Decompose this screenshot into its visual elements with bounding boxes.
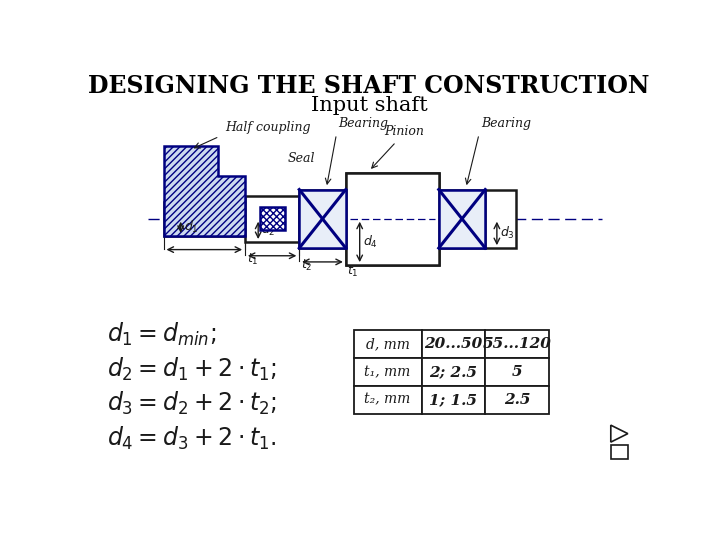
Text: $t_1$: $t_1$ (347, 264, 359, 279)
Bar (346, 173, 438, 265)
Bar (300, 190, 346, 248)
Text: Input shaft: Input shaft (310, 96, 428, 114)
Text: $d_3$: $d_3$ (318, 225, 333, 241)
Text: 2.5: 2.5 (504, 393, 530, 407)
Bar (485, 386, 549, 414)
Text: DESIGNING THE SHAFT CONSTRUCTION: DESIGNING THE SHAFT CONSTRUCTION (89, 74, 649, 98)
Text: $d_2$: $d_2$ (261, 222, 276, 238)
Bar (354, 330, 422, 358)
Bar (245, 195, 300, 242)
Bar (163, 202, 245, 236)
Bar (300, 190, 346, 248)
Bar (422, 386, 485, 414)
Bar (422, 358, 485, 386)
Text: $t_2$: $t_2$ (301, 258, 312, 273)
Text: 5: 5 (512, 365, 522, 379)
Text: $d_3$: $d_3$ (500, 225, 515, 241)
Text: $d_2 = d_1 + 2 \cdot t_1;$: $d_2 = d_1 + 2 \cdot t_1;$ (107, 355, 277, 382)
Text: $d_3 = d_2 + 2 \cdot t_2;$: $d_3 = d_2 + 2 \cdot t_2;$ (107, 390, 277, 417)
Text: Pinion: Pinion (384, 125, 424, 138)
Text: $d_4 = d_3 + 2 \cdot t_1.$: $d_4 = d_3 + 2 \cdot t_1.$ (107, 424, 276, 452)
Text: Bearing: Bearing (338, 117, 388, 130)
Bar (485, 190, 516, 248)
Text: Bearing: Bearing (482, 117, 531, 130)
Bar (354, 386, 422, 414)
Text: $d_1$: $d_1$ (184, 219, 199, 235)
Bar (422, 330, 485, 358)
Text: $d_4$: $d_4$ (363, 234, 378, 250)
Text: 55...120: 55...120 (482, 338, 552, 352)
Bar (438, 190, 485, 248)
Bar (354, 358, 422, 386)
Bar (260, 207, 284, 231)
Text: t₁, mm: t₁, mm (364, 365, 410, 379)
Bar (485, 330, 549, 358)
Text: 20...50: 20...50 (424, 338, 482, 352)
Text: 1; 1.5: 1; 1.5 (429, 393, 477, 407)
Bar (346, 173, 438, 265)
Text: $t_1$: $t_1$ (246, 252, 258, 267)
Text: Half coupling: Half coupling (225, 121, 311, 134)
Bar (438, 190, 485, 248)
Text: Seal: Seal (287, 152, 315, 165)
Text: d, mm: d, mm (366, 338, 410, 352)
Text: $d_4$: $d_4$ (456, 225, 471, 241)
Bar (485, 358, 549, 386)
Text: 2; 2.5: 2; 2.5 (429, 365, 477, 379)
Polygon shape (163, 146, 245, 236)
Text: t₂, mm: t₂, mm (364, 393, 410, 407)
Polygon shape (611, 425, 628, 442)
Bar (611, 445, 628, 459)
Text: $d_1 = d_{min};$: $d_1 = d_{min};$ (107, 321, 216, 348)
